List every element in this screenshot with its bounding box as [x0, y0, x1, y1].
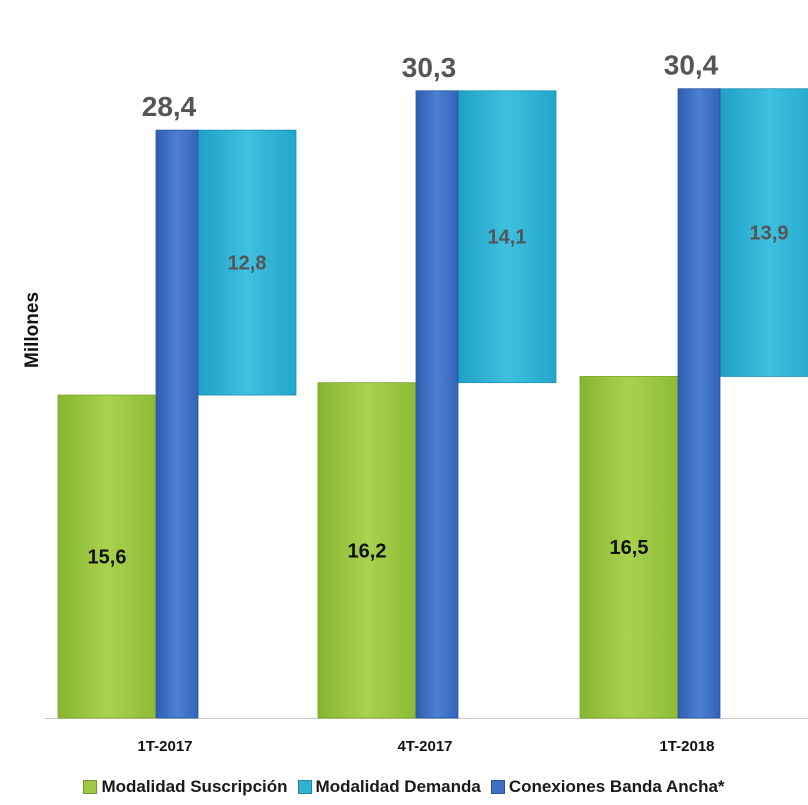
bar-suscripcion — [317, 382, 417, 719]
data-label-demanda: 14,1 — [488, 227, 527, 249]
legend-item-demanda: Modalidad Demanda — [297, 777, 481, 797]
data-label-demanda: 13,9 — [750, 223, 789, 245]
legend-swatch-green — [83, 780, 98, 794]
legend-label: Modalidad Suscripción — [101, 777, 288, 796]
legend-swatch-cyan — [297, 780, 312, 794]
legend: Modalidad Suscripción Modalidad Demanda … — [0, 773, 808, 801]
legend-label: Conexiones Banda Ancha* — [508, 777, 725, 796]
data-label-suscripcion: 15,6 — [88, 547, 127, 569]
x-tick-label: 1T-2018 — [659, 738, 714, 755]
x-tick-label: 4T-2017 — [397, 738, 452, 755]
bar-demanda — [719, 88, 808, 377]
legend-item-conexiones: Conexiones Banda Ancha* — [490, 777, 725, 797]
bar-conexiones — [155, 129, 199, 719]
data-label-demanda: 12,8 — [228, 253, 267, 275]
data-label-conexiones: 30,3 — [402, 52, 457, 83]
legend-label: Modalidad Demanda — [315, 777, 481, 796]
data-label-suscripcion: 16,2 — [348, 540, 387, 562]
data-label-suscripcion: 16,5 — [610, 537, 649, 559]
bar-demanda — [457, 90, 557, 384]
bar-demanda — [197, 129, 297, 396]
data-label-conexiones: 30,4 — [664, 50, 719, 81]
bar-suscripcion — [57, 394, 157, 719]
bar-conexiones — [677, 88, 721, 719]
data-label-conexiones: 28,4 — [142, 91, 197, 122]
legend-item-suscripcion: Modalidad Suscripción — [83, 777, 288, 797]
chart: 15,6 12,8 28,4 1T-2017 16,2 14,1 30,3 4T-2017 16… — [22, 50, 808, 755]
legend-swatch-blue — [490, 780, 505, 794]
bar-conexiones — [415, 90, 459, 719]
x-tick-label: 1T-2017 — [137, 738, 192, 755]
y-axis-label: Millones — [22, 292, 43, 368]
